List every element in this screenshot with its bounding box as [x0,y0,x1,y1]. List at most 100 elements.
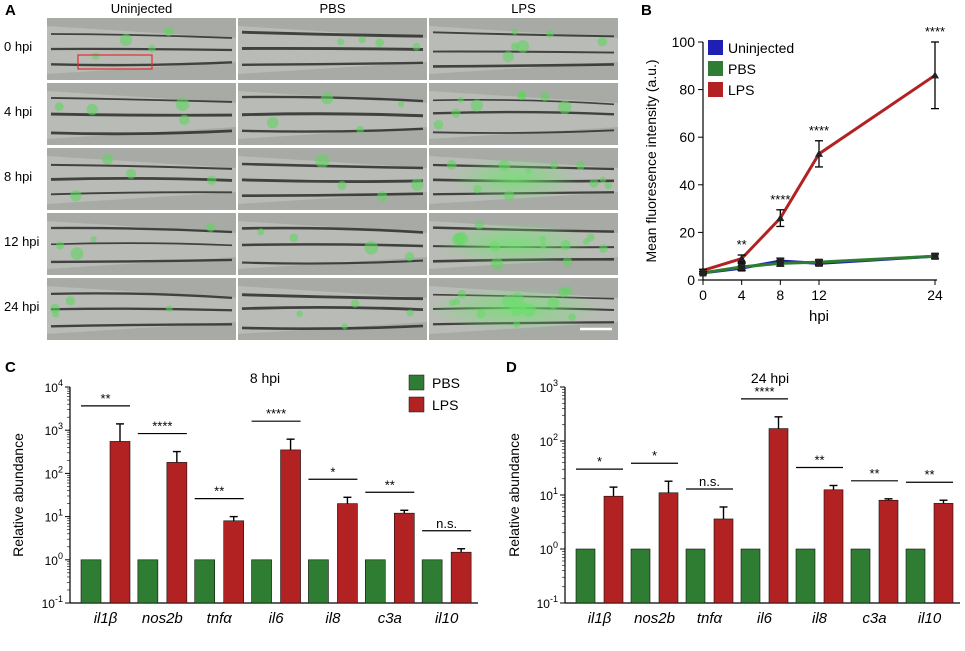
bar-lps [337,503,358,604]
data-point [738,263,746,271]
y-tick-label: 103 [45,421,63,438]
y-tick-label: 20 [679,224,695,240]
bar-lps [933,503,954,604]
y-tick-label: 101 [540,486,558,503]
panel-d-letter: D [506,359,517,376]
bar-lps [878,499,899,604]
data-point [815,149,823,157]
legend-swatch-pbs [408,374,425,391]
micrograph-tile [238,148,427,210]
bar-pbs [137,559,159,604]
micrograph-tile [47,83,236,145]
y-tick-label: 100 [540,540,558,557]
bar-pbs [905,548,926,604]
bar-lps [223,520,245,604]
significance-label: ** [214,484,224,499]
bar-pbs [740,548,761,604]
y-tick-label: 104 [45,378,63,395]
significance-label: * [597,454,602,469]
data-point [737,254,746,262]
bar-pbs [194,559,216,604]
x-tick-label: 4 [738,287,746,303]
bar-pbs [308,559,329,604]
x-tick-label: il10 [918,610,942,627]
legend-label-uninjected: Uninjected [728,40,794,56]
panel-b-line-chart: B 0 20 40 60 80 100 0 4 8 12 24 hpi Mean fluoresence … [641,2,945,325]
bar-pbs [364,559,386,604]
legend-label-pbs: PBS [432,375,460,391]
micrograph-tile [238,18,427,80]
x-tick-label: nos2b [634,610,675,627]
micrograph-tile [238,278,427,340]
bar-lps [603,495,624,604]
x-tick-label: il6 [757,610,773,627]
column-header-lps: LPS [511,1,536,16]
y-tick-label: 102 [45,464,63,481]
panel-d-bar-chart: D 24 hpi 10-1 100 101 102 103 Relative abundanc… [506,359,960,627]
significance-label: ** [737,237,747,252]
significance-label: * [652,448,657,463]
micrograph-tile [429,148,618,210]
x-tick-label: il1β [94,610,118,627]
y-axis-label: Relative abundance [10,433,26,557]
significance-label: **** [809,123,829,138]
row-label-4-hpi: 4 hpi [4,104,32,119]
micrograph-tile [47,278,236,340]
panel-c-letter: C [5,359,16,376]
bar-lps [768,428,789,604]
x-tick-label: il6 [269,610,285,627]
x-tick-label: c3a [378,610,402,627]
data-point [776,259,784,267]
significance-label: **** [754,384,774,399]
y-tick-label: 100 [45,551,63,568]
y-axis-label: Mean fluoresence intensity (a.u.) [643,59,659,262]
significance-label: n.s. [699,474,720,489]
x-tick-label: 24 [927,287,943,303]
legend-swatch-lps [708,82,723,97]
data-point [815,258,823,266]
row-label-24-hpi: 24 hpi [4,299,40,314]
x-tick-label: 0 [699,287,707,303]
chart-title: 8 hpi [250,370,280,386]
row-label-8-hpi: 8 hpi [4,169,32,184]
significance-label: ** [385,477,395,492]
bar-pbs [685,548,706,604]
y-tick-label: 10-1 [537,594,558,611]
bar-pbs [795,548,816,604]
bar-pbs [421,559,443,604]
panel-a-micrograph-grid: A Uninjected PBS LPS 0 hpi 4 hpi 8 hpi 12 hpi… [4,1,618,340]
x-tick-label: 12 [811,287,827,303]
bar-lps [280,449,301,604]
x-tick-label: 8 [776,287,784,303]
y-axis-label: Relative abundance [506,433,522,557]
y-tick-label: 100 [672,34,696,50]
legend-label-lps: LPS [432,397,458,413]
data-point [776,214,785,222]
row-label-12-hpi: 12 hpi [4,234,40,249]
significance-label: ** [869,466,879,481]
bar-lps [109,441,131,604]
bar-pbs [251,559,272,604]
significance-label: **** [152,419,172,434]
data-point [699,266,707,274]
column-header-uninjected: Uninjected [111,1,172,16]
bar-lps [166,462,188,604]
x-axis-label: hpi [809,308,829,325]
legend-label-lps: LPS [728,82,754,98]
micrograph-tile [47,213,236,275]
legend-label-pbs: PBS [728,61,756,77]
row-label-0-hpi: 0 hpi [4,39,32,54]
x-tick-label: il10 [435,610,459,627]
y-tick-label: 0 [687,272,695,288]
bar-lps [658,492,679,604]
bar-pbs [630,548,651,604]
micrograph-tile [429,213,618,275]
micrograph-tile [47,18,236,80]
micrograph-tile [47,148,236,210]
column-header-pbs: PBS [319,1,345,16]
significance-label: **** [770,192,790,207]
legend-swatch-lps [408,396,425,413]
micrograph-tile [238,213,427,275]
x-tick-label: c3a [862,610,886,627]
y-tick-label: 80 [679,82,695,98]
